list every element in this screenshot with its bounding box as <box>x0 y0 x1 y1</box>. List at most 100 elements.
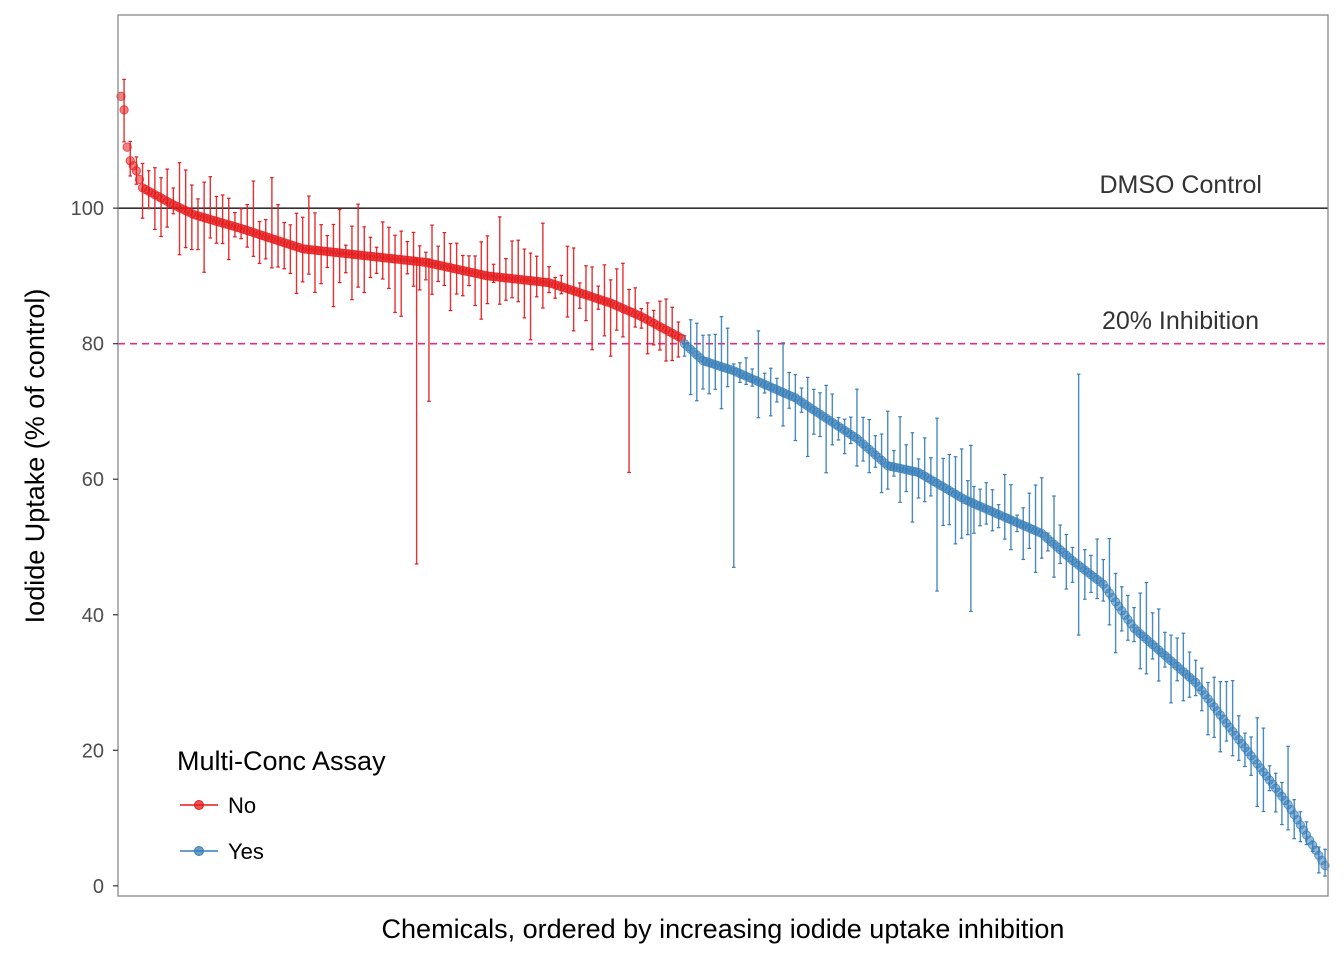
error-bar-yes <box>984 482 989 525</box>
reference-lines <box>118 207 1328 345</box>
error-bar-yes <box>1144 581 1149 675</box>
error-bar-no <box>270 177 274 269</box>
data-points <box>116 91 1330 871</box>
error-bar-yes <box>916 458 921 499</box>
error-bar-yes <box>1107 537 1112 626</box>
error-bar-no <box>337 208 342 284</box>
error-bar-yes <box>731 363 736 568</box>
error-bar-no <box>307 195 311 275</box>
error-bar-no <box>461 254 465 297</box>
error-bar-yes <box>1113 572 1118 654</box>
error-bar-no <box>448 242 453 312</box>
error-bar-no <box>380 221 385 280</box>
error-bar-yes <box>695 322 699 402</box>
error-bar-yes <box>1095 538 1099 600</box>
legend-key-no-point <box>194 800 204 810</box>
error-bar-yes <box>688 319 693 396</box>
error-bar-no <box>245 203 250 248</box>
error-bar-no <box>534 255 539 298</box>
error-bar-no <box>627 288 631 474</box>
error-bar-yes <box>1169 634 1173 704</box>
legend-item-no: No <box>180 793 256 818</box>
point-no <box>134 174 145 184</box>
error-bar-yes <box>756 330 761 419</box>
error-bar-no <box>202 181 206 273</box>
error-bar-yes <box>972 485 976 534</box>
error-bar-yes <box>969 444 973 612</box>
error-bar-yes <box>953 456 958 545</box>
error-bar-yes <box>922 437 927 503</box>
error-bar-no <box>257 220 262 265</box>
error-bar-no <box>633 287 638 328</box>
y-tick-label-20: 20 <box>82 740 104 762</box>
ref-label-dmso: DMSO Control <box>1099 171 1262 199</box>
error-bar-no <box>417 245 422 291</box>
error-bar-no <box>399 230 404 317</box>
error-bar-no <box>331 223 336 308</box>
error-bar-yes <box>1064 533 1069 590</box>
legend-label-no: No <box>228 793 256 818</box>
error-bar-no <box>621 262 625 338</box>
error-bar-no <box>393 234 397 314</box>
error-bar-no <box>294 212 299 295</box>
error-bar-yes <box>1039 477 1044 559</box>
error-bar-yes <box>805 376 810 458</box>
point-no <box>119 105 129 115</box>
point-no <box>116 91 126 101</box>
error-bar-no <box>350 225 354 301</box>
error-bar-yes <box>1224 681 1229 742</box>
y-tick-label-80: 80 <box>82 334 104 356</box>
error-bar-yes <box>781 342 785 427</box>
error-bar-no <box>473 255 477 307</box>
error-bar-yes <box>824 384 828 474</box>
error-bar-no <box>479 241 484 320</box>
legend-item-yes: Yes <box>180 839 264 864</box>
panel-border <box>117 14 1329 897</box>
y-axis-title: Iodide Uptake (% of control) <box>20 289 50 624</box>
error-bar-no <box>541 222 545 309</box>
point-no <box>131 166 141 176</box>
error-bar-yes <box>1002 473 1007 540</box>
error-bar-no <box>590 266 594 351</box>
error-bar-yes <box>1206 681 1210 736</box>
error-bar-yes <box>725 327 730 388</box>
point-no <box>122 142 132 152</box>
error-bar-no <box>442 231 447 287</box>
error-bar-yes <box>793 374 798 442</box>
x-axis-title: Chemicals, ordered by increasing iodide … <box>382 914 1065 944</box>
error-bar-no <box>276 204 280 268</box>
legend-title: Multi-Conc Assay <box>177 746 386 776</box>
error-bar-yes <box>842 418 847 455</box>
error-bar-yes <box>855 388 859 467</box>
error-bar-no <box>251 180 256 257</box>
error-bar-no <box>159 177 163 238</box>
error-bar-yes <box>1021 507 1026 561</box>
error-bar-no <box>528 252 533 341</box>
legend-label-yes: Yes <box>228 839 264 864</box>
error-bar-yes <box>768 367 773 417</box>
panel-background <box>118 15 1328 896</box>
y-tick-label-0: 0 <box>93 876 104 898</box>
error-bar-no <box>485 235 490 305</box>
error-bar-yes <box>787 371 792 409</box>
error-bar-no <box>510 240 514 299</box>
error-bar-yes <box>910 432 915 523</box>
error-bar-no <box>196 198 200 251</box>
error-bar-no <box>208 176 213 239</box>
error-bar-yes <box>1286 745 1290 831</box>
error-bar-yes <box>1027 492 1032 550</box>
error-bar-yes <box>1230 680 1235 757</box>
error-bar-no <box>645 302 650 355</box>
error-bar-no <box>516 239 521 303</box>
error-bar-no <box>356 203 360 288</box>
error-bar-yes <box>1052 495 1056 578</box>
error-bar-yes <box>935 417 939 592</box>
error-bar-no <box>239 208 243 240</box>
ref-label-inhibition: 20% Inhibition <box>1102 307 1259 335</box>
error-bar-yes <box>966 480 970 536</box>
error-bar-yes <box>1076 373 1081 636</box>
point-yes <box>1320 860 1330 871</box>
error-bar-no <box>614 268 619 331</box>
error-bar-yes <box>1150 612 1155 660</box>
